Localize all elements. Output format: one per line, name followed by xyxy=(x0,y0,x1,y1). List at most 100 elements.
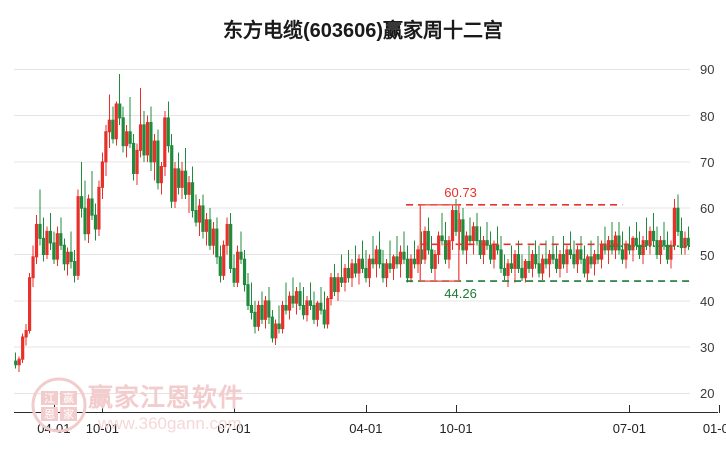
y-axis-tick-label: 40 xyxy=(700,293,715,309)
candle-body xyxy=(17,358,21,366)
candle-body xyxy=(346,267,351,279)
candle-body xyxy=(55,233,59,260)
candle-body xyxy=(125,131,129,147)
candle-body xyxy=(551,254,555,260)
candle-body xyxy=(652,230,656,242)
candle-body xyxy=(107,119,111,133)
candle xyxy=(652,212,656,246)
candle-body xyxy=(499,249,503,269)
candle-body xyxy=(634,237,638,246)
candle-body xyxy=(683,237,687,249)
y-axis-tick-label: 90 xyxy=(700,62,715,78)
candle xyxy=(48,212,52,250)
candle-body xyxy=(444,240,448,260)
candle xyxy=(523,259,527,283)
candle xyxy=(509,245,514,274)
candle-body xyxy=(586,256,590,274)
candle-body xyxy=(135,149,139,174)
candle xyxy=(263,296,267,329)
candle xyxy=(665,231,670,264)
candle xyxy=(482,236,486,264)
candle xyxy=(242,249,247,292)
candle xyxy=(194,194,198,227)
candle-body xyxy=(600,244,604,260)
candle-body xyxy=(256,304,261,327)
x-axis-tick xyxy=(365,405,367,413)
candle xyxy=(274,319,278,345)
candle xyxy=(34,215,39,264)
candle xyxy=(322,291,326,329)
candle-body xyxy=(582,258,586,274)
candle-body xyxy=(471,226,475,242)
candle-body xyxy=(298,291,302,306)
candle xyxy=(381,249,385,283)
candle xyxy=(90,171,94,220)
candle xyxy=(558,249,562,278)
candle-body xyxy=(516,254,520,269)
candle xyxy=(55,226,59,267)
candle xyxy=(586,254,590,280)
candle-body xyxy=(568,249,572,256)
candle xyxy=(291,277,295,308)
candle xyxy=(489,231,493,264)
candle xyxy=(76,189,80,280)
candle-body xyxy=(28,277,32,331)
candle xyxy=(118,73,122,125)
candle xyxy=(197,198,202,236)
candle xyxy=(340,254,344,287)
candle xyxy=(537,245,541,278)
x-axis-tick xyxy=(53,405,55,413)
candle-body xyxy=(128,131,132,144)
candle-body xyxy=(686,237,690,246)
candle xyxy=(225,217,229,255)
candle xyxy=(447,236,451,269)
candle-body xyxy=(132,142,136,174)
candle-body xyxy=(34,223,39,258)
candle xyxy=(679,217,683,255)
candle xyxy=(378,231,382,269)
x-axis-tick-label: 01-01 xyxy=(702,421,726,436)
candle xyxy=(589,240,593,269)
candle xyxy=(190,166,195,218)
candle xyxy=(111,106,115,144)
candle xyxy=(672,198,676,250)
y-axis-labels: 20 30 40 50 60 70 80 90 xyxy=(690,60,726,412)
candle xyxy=(613,231,618,260)
candle-body xyxy=(554,258,559,269)
candle-body xyxy=(246,284,250,306)
candlestick-plot-area[interactable] xyxy=(14,60,690,412)
candle xyxy=(353,245,358,278)
candle xyxy=(177,152,181,195)
candle xyxy=(686,226,690,250)
candle-body xyxy=(589,256,593,265)
candle-body xyxy=(426,230,430,251)
candle-body xyxy=(662,240,666,246)
candle xyxy=(402,231,406,264)
candle xyxy=(253,300,257,334)
candle-body xyxy=(31,256,35,279)
candle-body xyxy=(149,122,153,163)
candle xyxy=(100,152,105,199)
candle xyxy=(398,245,403,278)
candle-body xyxy=(100,161,105,188)
candle-body xyxy=(617,235,621,251)
candle xyxy=(260,291,264,324)
candle-body xyxy=(645,240,649,246)
candle-body xyxy=(211,228,215,246)
candle xyxy=(41,217,46,262)
candle xyxy=(416,245,420,274)
candle-body xyxy=(142,124,146,156)
candle-body xyxy=(416,249,420,265)
candle-body xyxy=(565,249,569,265)
candle-body xyxy=(360,258,364,269)
candle xyxy=(513,249,517,283)
candle xyxy=(371,236,375,269)
candle-body xyxy=(170,145,174,202)
candle-body xyxy=(156,140,160,184)
candle xyxy=(239,231,243,264)
candlestick-svg[interactable] xyxy=(14,60,690,412)
candle xyxy=(669,240,673,269)
candle-body xyxy=(364,267,368,279)
selection-box[interactable] xyxy=(419,204,460,282)
candle-body xyxy=(187,182,191,195)
